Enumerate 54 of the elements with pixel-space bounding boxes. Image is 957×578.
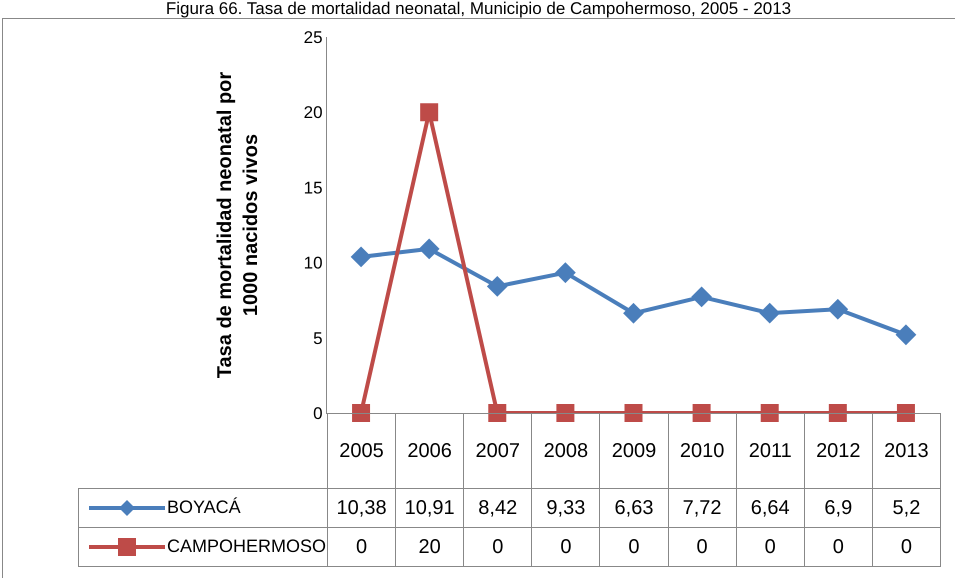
point bbox=[556, 404, 574, 422]
point bbox=[896, 324, 916, 346]
point bbox=[352, 404, 370, 422]
x-tick-label: 2005 bbox=[328, 414, 396, 488]
point bbox=[420, 103, 438, 122]
x-tick-label: 2008 bbox=[532, 414, 600, 488]
data-label: 8,42 bbox=[464, 488, 532, 528]
data-label: 6,63 bbox=[600, 488, 668, 528]
data-label: 0 bbox=[532, 528, 600, 566]
data-label: 6,9 bbox=[804, 488, 872, 528]
point bbox=[759, 302, 780, 324]
y-tick-label: 15 bbox=[304, 178, 323, 198]
legend-label: BOYACÁ bbox=[167, 496, 241, 517]
point bbox=[691, 286, 712, 308]
data-label: 0 bbox=[736, 528, 804, 566]
y-tick-label: 5 bbox=[313, 328, 323, 348]
point bbox=[896, 404, 915, 422]
x-tick-label: 2010 bbox=[668, 414, 736, 488]
point bbox=[828, 404, 847, 422]
data-label: 0 bbox=[464, 528, 532, 566]
point bbox=[760, 404, 779, 422]
data-label: 9,33 bbox=[532, 488, 600, 528]
x-tick-label: 2006 bbox=[396, 414, 464, 488]
x-tick-label: 2009 bbox=[600, 414, 668, 488]
point bbox=[350, 246, 372, 268]
y-tick-label: 25 bbox=[304, 28, 323, 47]
point bbox=[418, 238, 440, 260]
point bbox=[488, 404, 506, 422]
x-tick-label: 2012 bbox=[804, 414, 872, 488]
y-tick-label: 20 bbox=[304, 103, 323, 122]
data-label: 0 bbox=[600, 528, 668, 566]
x-tick-label: 2011 bbox=[736, 414, 804, 488]
point bbox=[554, 262, 576, 284]
x-tick-label: 2007 bbox=[464, 414, 532, 488]
data-label: 20 bbox=[396, 528, 464, 566]
point bbox=[486, 276, 508, 297]
x-tick-label: 2013 bbox=[872, 414, 940, 488]
legend-label: CAMPOHERMOSO bbox=[167, 536, 326, 556]
data-label: 6,64 bbox=[736, 488, 804, 528]
data-label: 10,91 bbox=[396, 488, 464, 528]
y-tick-label: 10 bbox=[304, 254, 323, 273]
point bbox=[692, 404, 711, 422]
data-label: 5,2 bbox=[872, 488, 940, 528]
data-label: 0 bbox=[668, 528, 736, 566]
y-tick-label: 0 bbox=[313, 404, 323, 423]
point bbox=[624, 404, 642, 422]
point bbox=[623, 302, 644, 324]
data-label: 0 bbox=[804, 528, 872, 566]
data-label: 0 bbox=[872, 528, 940, 566]
chart-title: Figura 66. Tasa de mortalidad neonatal, Municipio de Campohermoso, 2005 - 2013 bbox=[164, 0, 792, 18]
y-axis-title: Tasa de mortalidad neonatal por 1000 nacidos vivos bbox=[214, 72, 262, 378]
data-label: 7,72 bbox=[668, 488, 736, 528]
data-label: 10,38 bbox=[328, 488, 396, 528]
point bbox=[827, 298, 848, 320]
